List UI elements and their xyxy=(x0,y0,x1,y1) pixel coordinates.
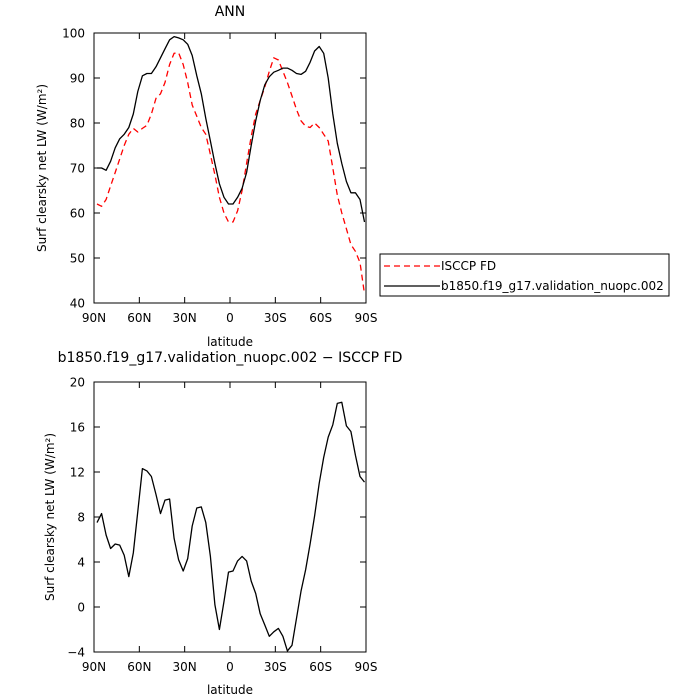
top-x-tick-label: 90S xyxy=(355,311,378,325)
bottom-x-tick-label: 90N xyxy=(82,660,106,674)
bottom-x-axis-label: latitude xyxy=(207,683,253,697)
top-x-tick-label: 30N xyxy=(173,311,197,325)
bottom-chart: b1850.f19_g17.validation_nuopc.002 − ISC… xyxy=(43,350,402,697)
bottom-series-line-0 xyxy=(96,401,366,652)
top-y-tick-label: 50 xyxy=(70,252,85,266)
top-y-tick-label: 70 xyxy=(70,162,85,176)
top-series-line-1 xyxy=(97,35,366,223)
legend-box xyxy=(379,253,670,297)
top-y-axis: 40 50 60 70 80 90 100 xyxy=(62,27,366,311)
bottom-x-axis: 90N 60N 30N 0 30S 60S 90S xyxy=(82,382,378,674)
bottom-x-tick-label: 60S xyxy=(309,660,332,674)
top-x-tick-label: 30S xyxy=(264,311,287,325)
bottom-plot-frame xyxy=(93,381,367,653)
bottom-x-tick-label: 60N xyxy=(127,660,151,674)
bottom-x-tick-label: 30N xyxy=(173,660,197,674)
top-series-group xyxy=(96,35,366,295)
top-series-line-0 xyxy=(96,52,366,295)
bottom-chart-title: b1850.f19_g17.validation_nuopc.002 − ISC… xyxy=(58,350,403,366)
bottom-y-tick-label: 16 xyxy=(70,421,85,435)
legend: ISCCP FD b1850.f19_g17.validation_nuopc.… xyxy=(379,253,670,297)
top-plot-frame xyxy=(93,32,367,304)
top-x-tick-label: 90N xyxy=(82,311,106,325)
top-y-tick-label: 60 xyxy=(70,207,85,221)
bottom-y-tick-label: 4 xyxy=(77,556,85,570)
bottom-x-tick-label: 0 xyxy=(226,660,234,674)
bottom-y-axis: −4 0 4 8 12 16 20 xyxy=(67,376,366,660)
bottom-y-tick-label: 12 xyxy=(70,466,85,480)
bottom-y-axis-label: Surf clearsky net LW (W/m²) xyxy=(43,433,57,601)
top-y-tick-label: 40 xyxy=(70,297,85,311)
top-y-tick-label: 90 xyxy=(70,72,85,86)
top-y-axis-label: Surf clearsky net LW (W/m²) xyxy=(35,84,49,252)
bottom-x-tick-label: 90S xyxy=(355,660,378,674)
bottom-y-tick-label: 0 xyxy=(77,601,85,615)
top-x-axis-label: latitude xyxy=(207,335,253,349)
legend-label-model: b1850.f19_g17.validation_nuopc.002 xyxy=(441,279,664,293)
top-x-tick-label: 0 xyxy=(226,311,234,325)
bottom-y-tick-label: 20 xyxy=(70,376,85,390)
legend-label-isccp: ISCCP FD xyxy=(441,259,496,273)
top-x-tick-label: 60S xyxy=(309,311,332,325)
bottom-y-tick-label: −4 xyxy=(67,646,85,660)
top-y-tick-label: 100 xyxy=(62,27,85,41)
top-x-axis: 90N 60N 30N 0 30S 60S 90S xyxy=(82,33,378,325)
bottom-x-tick-label: 30S xyxy=(264,660,287,674)
bottom-series-group xyxy=(96,401,366,652)
top-y-tick-label: 80 xyxy=(70,117,85,131)
bottom-y-tick-label: 8 xyxy=(77,511,85,525)
top-chart-title: ANN xyxy=(215,4,246,20)
top-x-tick-label: 60N xyxy=(127,311,151,325)
